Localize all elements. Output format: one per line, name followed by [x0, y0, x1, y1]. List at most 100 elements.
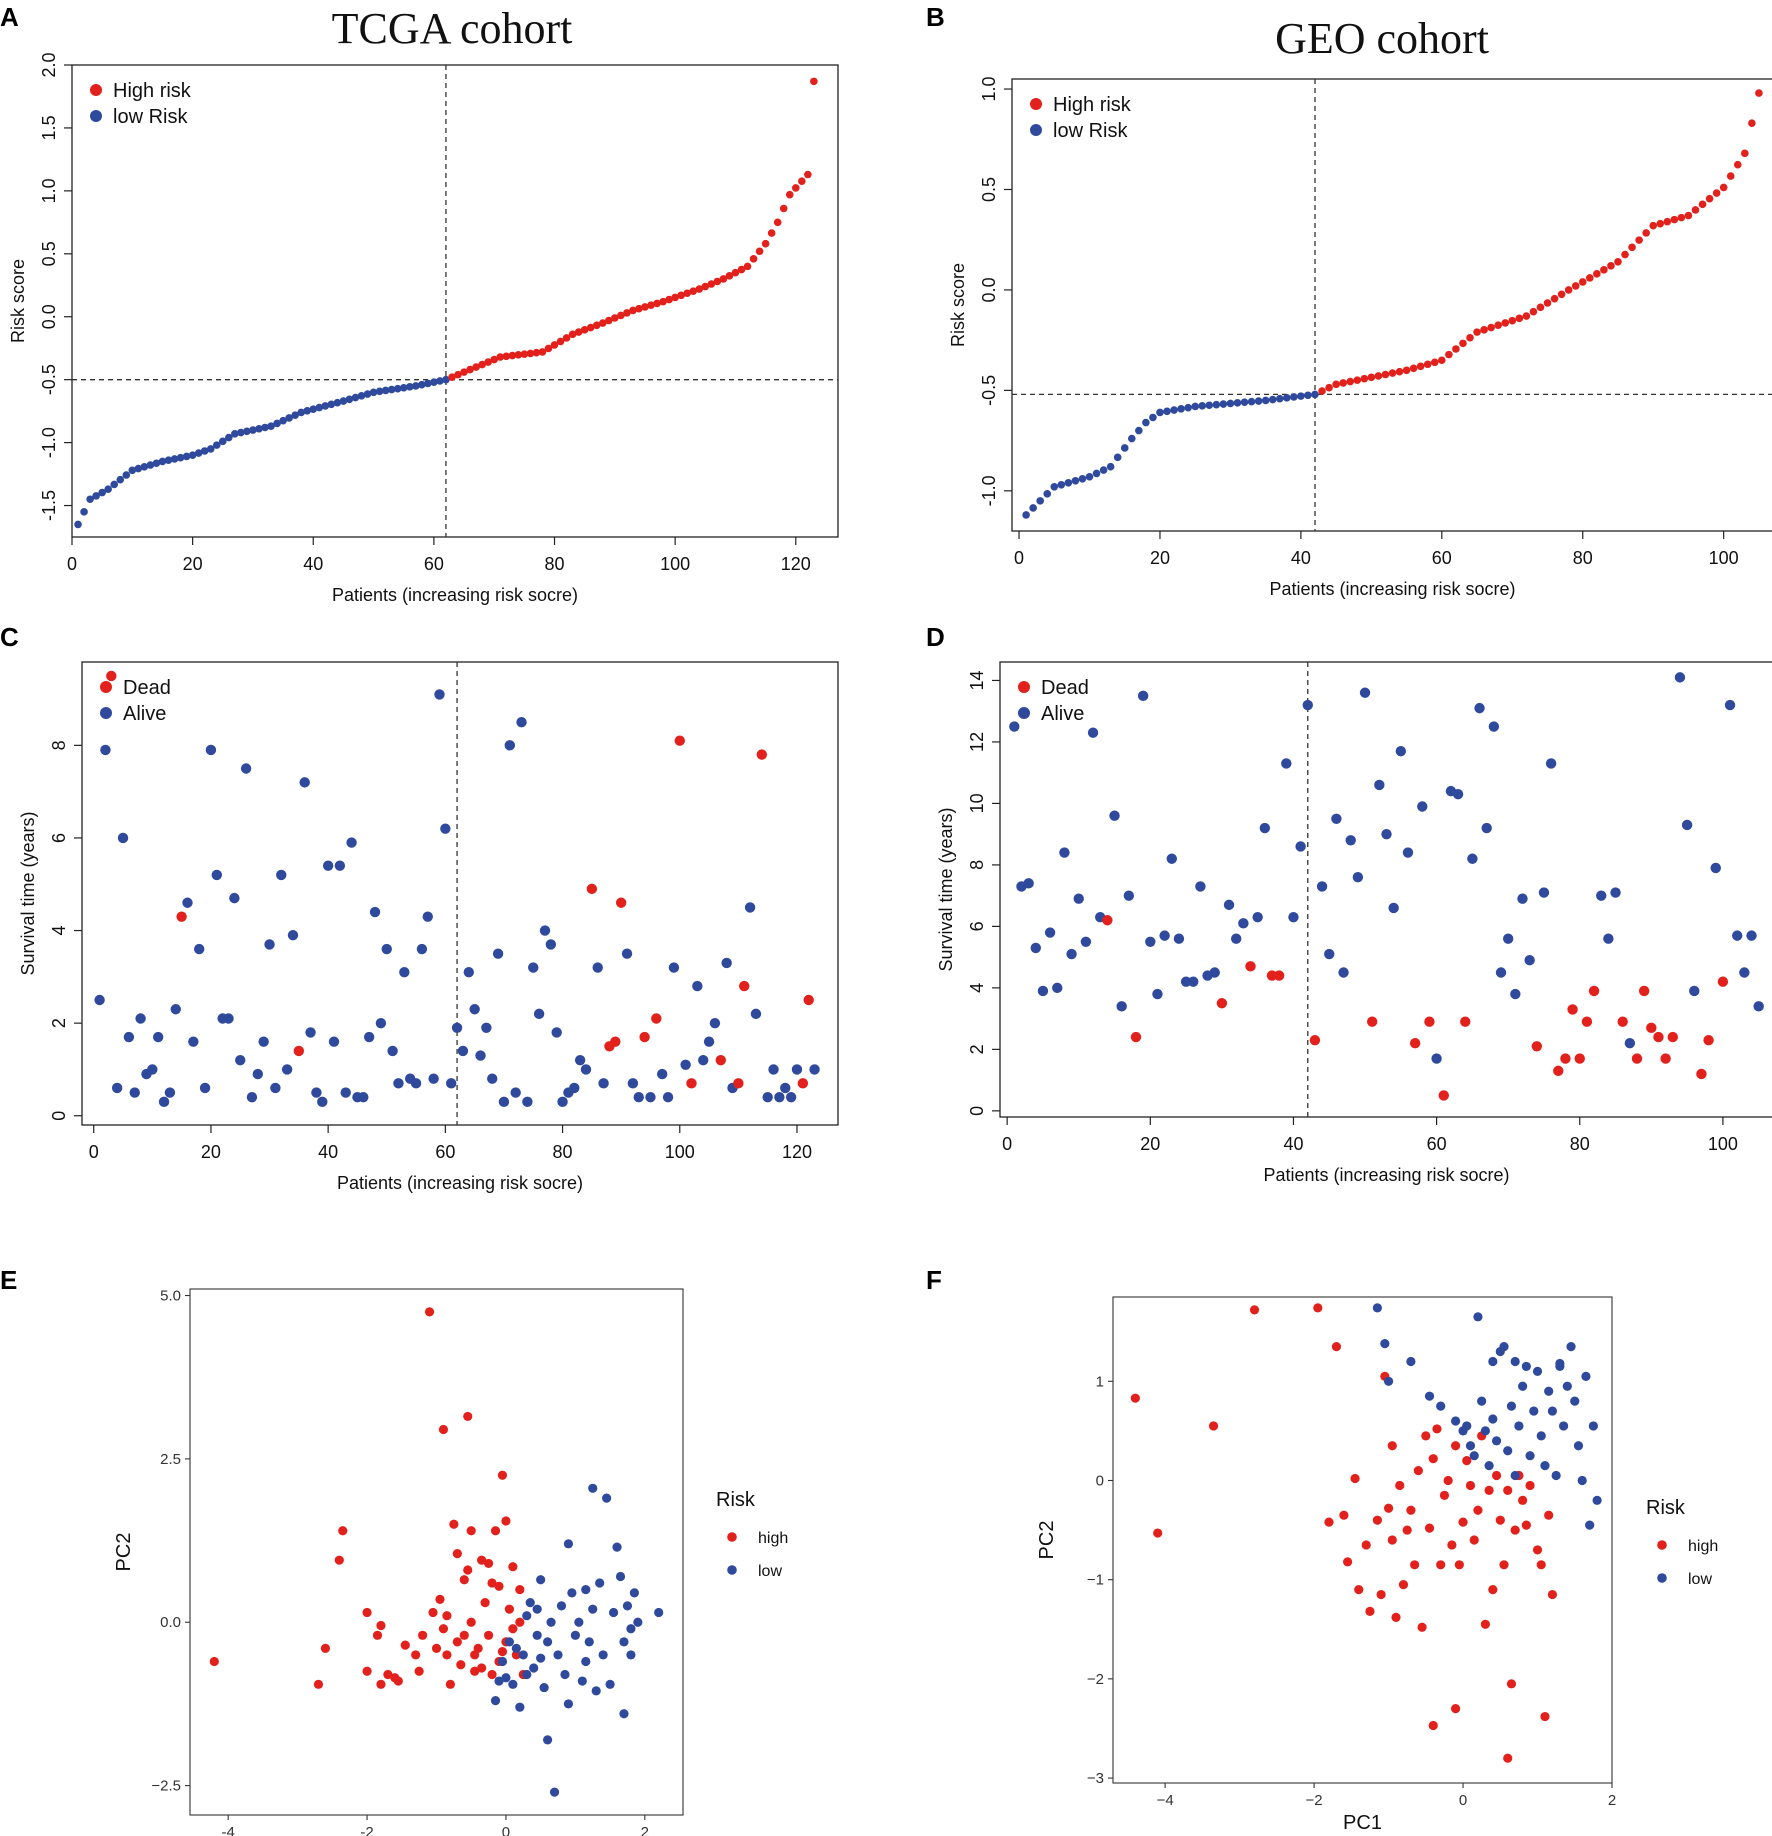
alive-point	[1345, 835, 1356, 846]
high-risk-point	[1428, 1454, 1438, 1464]
alive-point	[369, 906, 381, 918]
low-risk-point	[194, 449, 203, 457]
y-tick-label: 0	[49, 1111, 69, 1121]
high-risk-point	[707, 280, 716, 288]
low-risk-point	[1205, 401, 1214, 410]
alive-point	[322, 860, 334, 871]
high-risk-point	[641, 303, 649, 311]
low-risk-point	[574, 1617, 584, 1627]
alive-point	[1073, 893, 1084, 904]
alive-point	[545, 939, 557, 950]
panel-letter-b: B	[926, 2, 945, 32]
dead-point	[715, 1054, 726, 1066]
low-risk-point	[1544, 1386, 1554, 1396]
high-risk-point	[508, 351, 517, 360]
alive-point	[287, 929, 299, 941]
low-risk-point	[188, 451, 197, 459]
alive-point	[557, 1096, 568, 1108]
alive-point	[346, 837, 357, 848]
low-risk-point	[1043, 490, 1052, 498]
high-risk-point	[1593, 270, 1601, 278]
high-risk-point	[477, 1663, 487, 1673]
high-risk-point	[1518, 1495, 1528, 1505]
alive-point	[358, 1092, 369, 1103]
alive-point	[1710, 862, 1721, 874]
low-risk-point	[508, 1679, 518, 1689]
dead-point	[639, 1031, 650, 1043]
alive-point	[1452, 788, 1464, 800]
alive-point	[1624, 1038, 1636, 1049]
alive-point	[1223, 899, 1235, 911]
low-risk-point	[279, 416, 287, 425]
alive-point	[1316, 881, 1328, 892]
dead-point	[1631, 1053, 1643, 1064]
alive-point	[750, 1008, 762, 1020]
high-risk-point	[1484, 1485, 1494, 1496]
high-risk-point	[502, 352, 511, 361]
y-tick-label: −2	[1087, 1671, 1104, 1688]
low-risk-point	[619, 1637, 629, 1647]
dead-point	[686, 1078, 697, 1089]
alive-point	[457, 1045, 469, 1057]
low-risk-point	[1469, 1451, 1479, 1461]
alive-point	[1052, 982, 1063, 994]
alive-point	[1259, 822, 1271, 834]
low-risk-point	[86, 495, 94, 504]
legend-marker-high	[90, 84, 102, 96]
dead-point	[615, 897, 627, 908]
y-tick-label: −2.5	[151, 1778, 181, 1795]
dead-point	[1588, 985, 1600, 997]
dead-point	[176, 911, 187, 922]
alive-point	[129, 1087, 140, 1098]
high-risk-point	[1521, 1520, 1531, 1530]
low-risk-point	[1525, 1451, 1535, 1461]
risk-score-chart-tcga: 0 20 40 60 80 100 120 -1.5 -1.0 -0.5 0.0 0.5 1.0 1.5 2…	[8, 52, 839, 605]
alive-point	[334, 860, 346, 871]
low-risk-point	[1529, 1406, 1539, 1416]
x-tick-label: 120	[782, 1142, 812, 1162]
alive-point	[475, 1050, 486, 1061]
alive-point	[451, 1022, 463, 1033]
high-risk-point	[1642, 229, 1650, 237]
high-risk-point	[785, 190, 794, 199]
low-risk-point	[146, 461, 155, 469]
low-risk-point	[1532, 1366, 1543, 1376]
low-risk-point	[556, 1601, 567, 1611]
high-risk-point	[1208, 1421, 1219, 1431]
y-tick-label: 1	[1096, 1373, 1104, 1390]
low-risk-point	[321, 402, 330, 410]
high-risk-point	[449, 1519, 459, 1529]
high-risk-point	[701, 282, 710, 291]
alive-point	[528, 962, 539, 973]
dead-point	[733, 1078, 744, 1089]
high-risk-point	[1480, 1619, 1490, 1629]
alive-point	[709, 1017, 721, 1029]
alive-point	[1374, 779, 1385, 791]
dead-point	[106, 670, 117, 682]
alive-point	[1510, 988, 1521, 1000]
high-risk-point	[538, 348, 547, 356]
high-risk-point	[647, 301, 655, 309]
low-risk-point	[1233, 399, 1242, 407]
alive-point	[422, 911, 433, 922]
low-risk-point	[511, 1643, 521, 1653]
high-risk-point	[1388, 369, 1397, 377]
alive-point	[1066, 948, 1077, 960]
alive-point	[1173, 933, 1185, 944]
low-risk-point	[1540, 1461, 1550, 1471]
alive-point	[1524, 955, 1535, 966]
x-tick-label: 100	[1709, 548, 1739, 568]
alive-point	[375, 1017, 387, 1029]
x-tick-label: 80	[553, 1142, 573, 1162]
high-risk-point	[1447, 1540, 1457, 1550]
alive-point	[1746, 930, 1757, 941]
alive-point	[270, 1082, 281, 1094]
high-risk-point	[376, 1679, 386, 1689]
high-risk-point	[1510, 1525, 1520, 1535]
alive-point	[311, 1087, 322, 1098]
high-risk-point	[490, 355, 499, 364]
alive-point	[1030, 942, 1041, 954]
y-tick-label: 5.0	[160, 1288, 181, 1305]
alive-point	[428, 1073, 439, 1084]
alive-point	[1481, 822, 1492, 834]
